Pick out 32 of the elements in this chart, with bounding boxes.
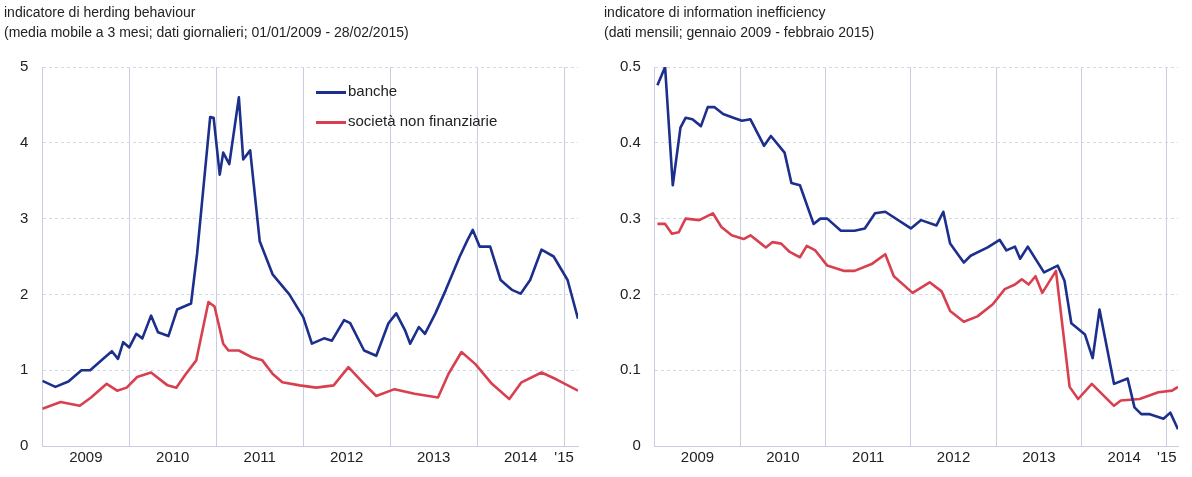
chart-title: indicatore di herding behaviour <box>4 4 196 20</box>
x-tick-label: 2010 <box>156 448 190 466</box>
x-tick-label: 2014 <box>503 448 538 466</box>
x-tick-label: 2011 <box>243 448 276 466</box>
x-tick-label: 2009 <box>69 448 103 466</box>
x-tick-label: '15 <box>1157 448 1177 466</box>
chart-title: indicatore di information inefficiency <box>604 4 826 20</box>
y-tick-label: 2 <box>20 284 29 302</box>
x-tick-label: 2013 <box>416 448 451 466</box>
y-tick-label: 0 <box>20 436 29 454</box>
legend-label: società non finanziarie <box>348 112 498 129</box>
chart-subtitle: (dati mensili; gennaio 2009 - febbraio 2015) <box>604 24 875 40</box>
y-tick-label: 4 <box>20 132 29 150</box>
y-tick-label: 1 <box>20 360 29 378</box>
y-tick-label: 0 <box>632 436 641 454</box>
y-tick-label: 5 <box>20 57 29 75</box>
x-tick-label: 2011 <box>852 448 885 466</box>
y-tick-label: 0.5 <box>619 57 641 75</box>
x-tick-label: 2013 <box>1022 448 1056 466</box>
x-tick-label: 2012 <box>330 448 364 466</box>
x-tick-label: 2012 <box>936 448 971 466</box>
x-tick-label: 2009 <box>680 448 715 466</box>
y-tick-label: 0.4 <box>619 132 641 150</box>
x-tick-label: 2010 <box>766 448 800 466</box>
x-tick-label: '15 <box>554 448 574 466</box>
y-tick-label: 3 <box>20 208 29 226</box>
y-tick-label: 0.1 <box>619 360 641 378</box>
legend-label: banche <box>348 82 398 99</box>
y-tick-label: 0.2 <box>619 284 641 302</box>
chart-subtitle: (media mobile a 3 mesi; dati giornalieri; 01/01/2009 - 28/02/2015) <box>4 24 409 40</box>
x-tick-label: 2014 <box>1107 448 1141 466</box>
y-tick-label: 0.3 <box>619 208 641 226</box>
